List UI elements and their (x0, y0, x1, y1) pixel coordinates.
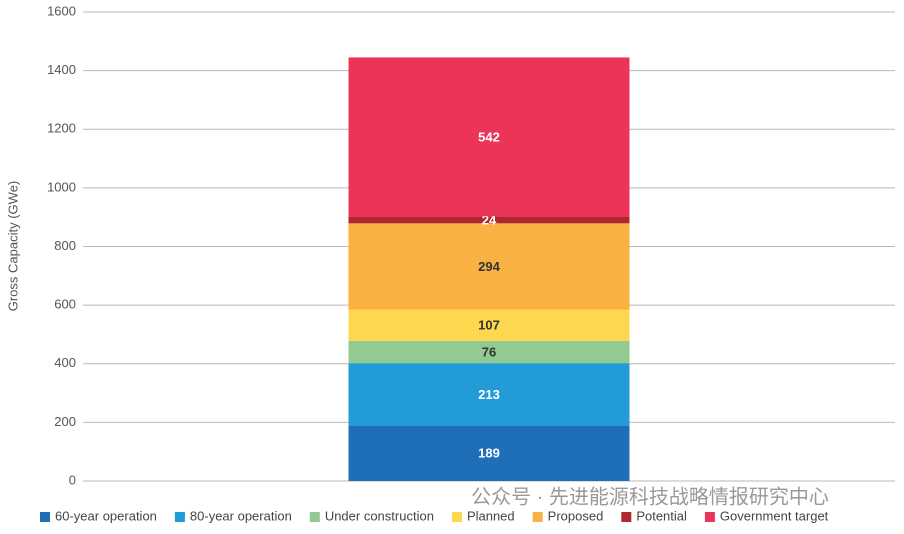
legend-swatch (621, 512, 632, 522)
value-label: 107 (478, 318, 500, 333)
value-label: 294 (478, 259, 500, 274)
legend-swatch (532, 512, 543, 522)
watermark: 公众号 · 先进能源科技战略情报研究中心 (471, 485, 829, 508)
legend-label: Proposed (548, 508, 604, 523)
value-label: 189 (478, 446, 500, 461)
legend-label: Planned (467, 508, 515, 523)
legend-label: 80-year operation (190, 508, 292, 523)
value-label: 542 (478, 129, 500, 144)
y-axis-label: Gross Capacity (GWe) (5, 181, 20, 312)
bar-segment (348, 340, 630, 364)
legend-swatch (174, 512, 185, 522)
legend-label: Potential (636, 508, 687, 523)
y-tick-label: 800 (54, 238, 76, 253)
y-tick-label: 1000 (47, 179, 76, 194)
bar-segment (348, 363, 630, 426)
legend-label: 60-year operation (55, 508, 157, 523)
legend-label: Under construction (325, 508, 434, 523)
value-label: 213 (478, 387, 500, 402)
bar-segment (348, 425, 630, 481)
legend-swatch (309, 512, 320, 522)
bar-segment (348, 223, 630, 310)
bar-segment (348, 309, 630, 341)
bar-segment (348, 216, 630, 224)
y-tick-label: 600 (54, 297, 76, 312)
legend-swatch (451, 512, 462, 522)
bar-segment (348, 57, 630, 217)
y-tick-label: 0 (69, 472, 76, 487)
legend-label: Government target (720, 508, 829, 523)
y-tick-label: 400 (54, 355, 76, 370)
value-label: 76 (482, 344, 496, 359)
legend-swatch (40, 512, 50, 522)
y-tick-label: 1600 (47, 3, 76, 18)
legend-swatch (704, 512, 715, 522)
y-tick-label: 1200 (47, 121, 76, 136)
y-tick-label: 200 (54, 414, 76, 429)
y-tick-label: 1400 (47, 62, 76, 77)
